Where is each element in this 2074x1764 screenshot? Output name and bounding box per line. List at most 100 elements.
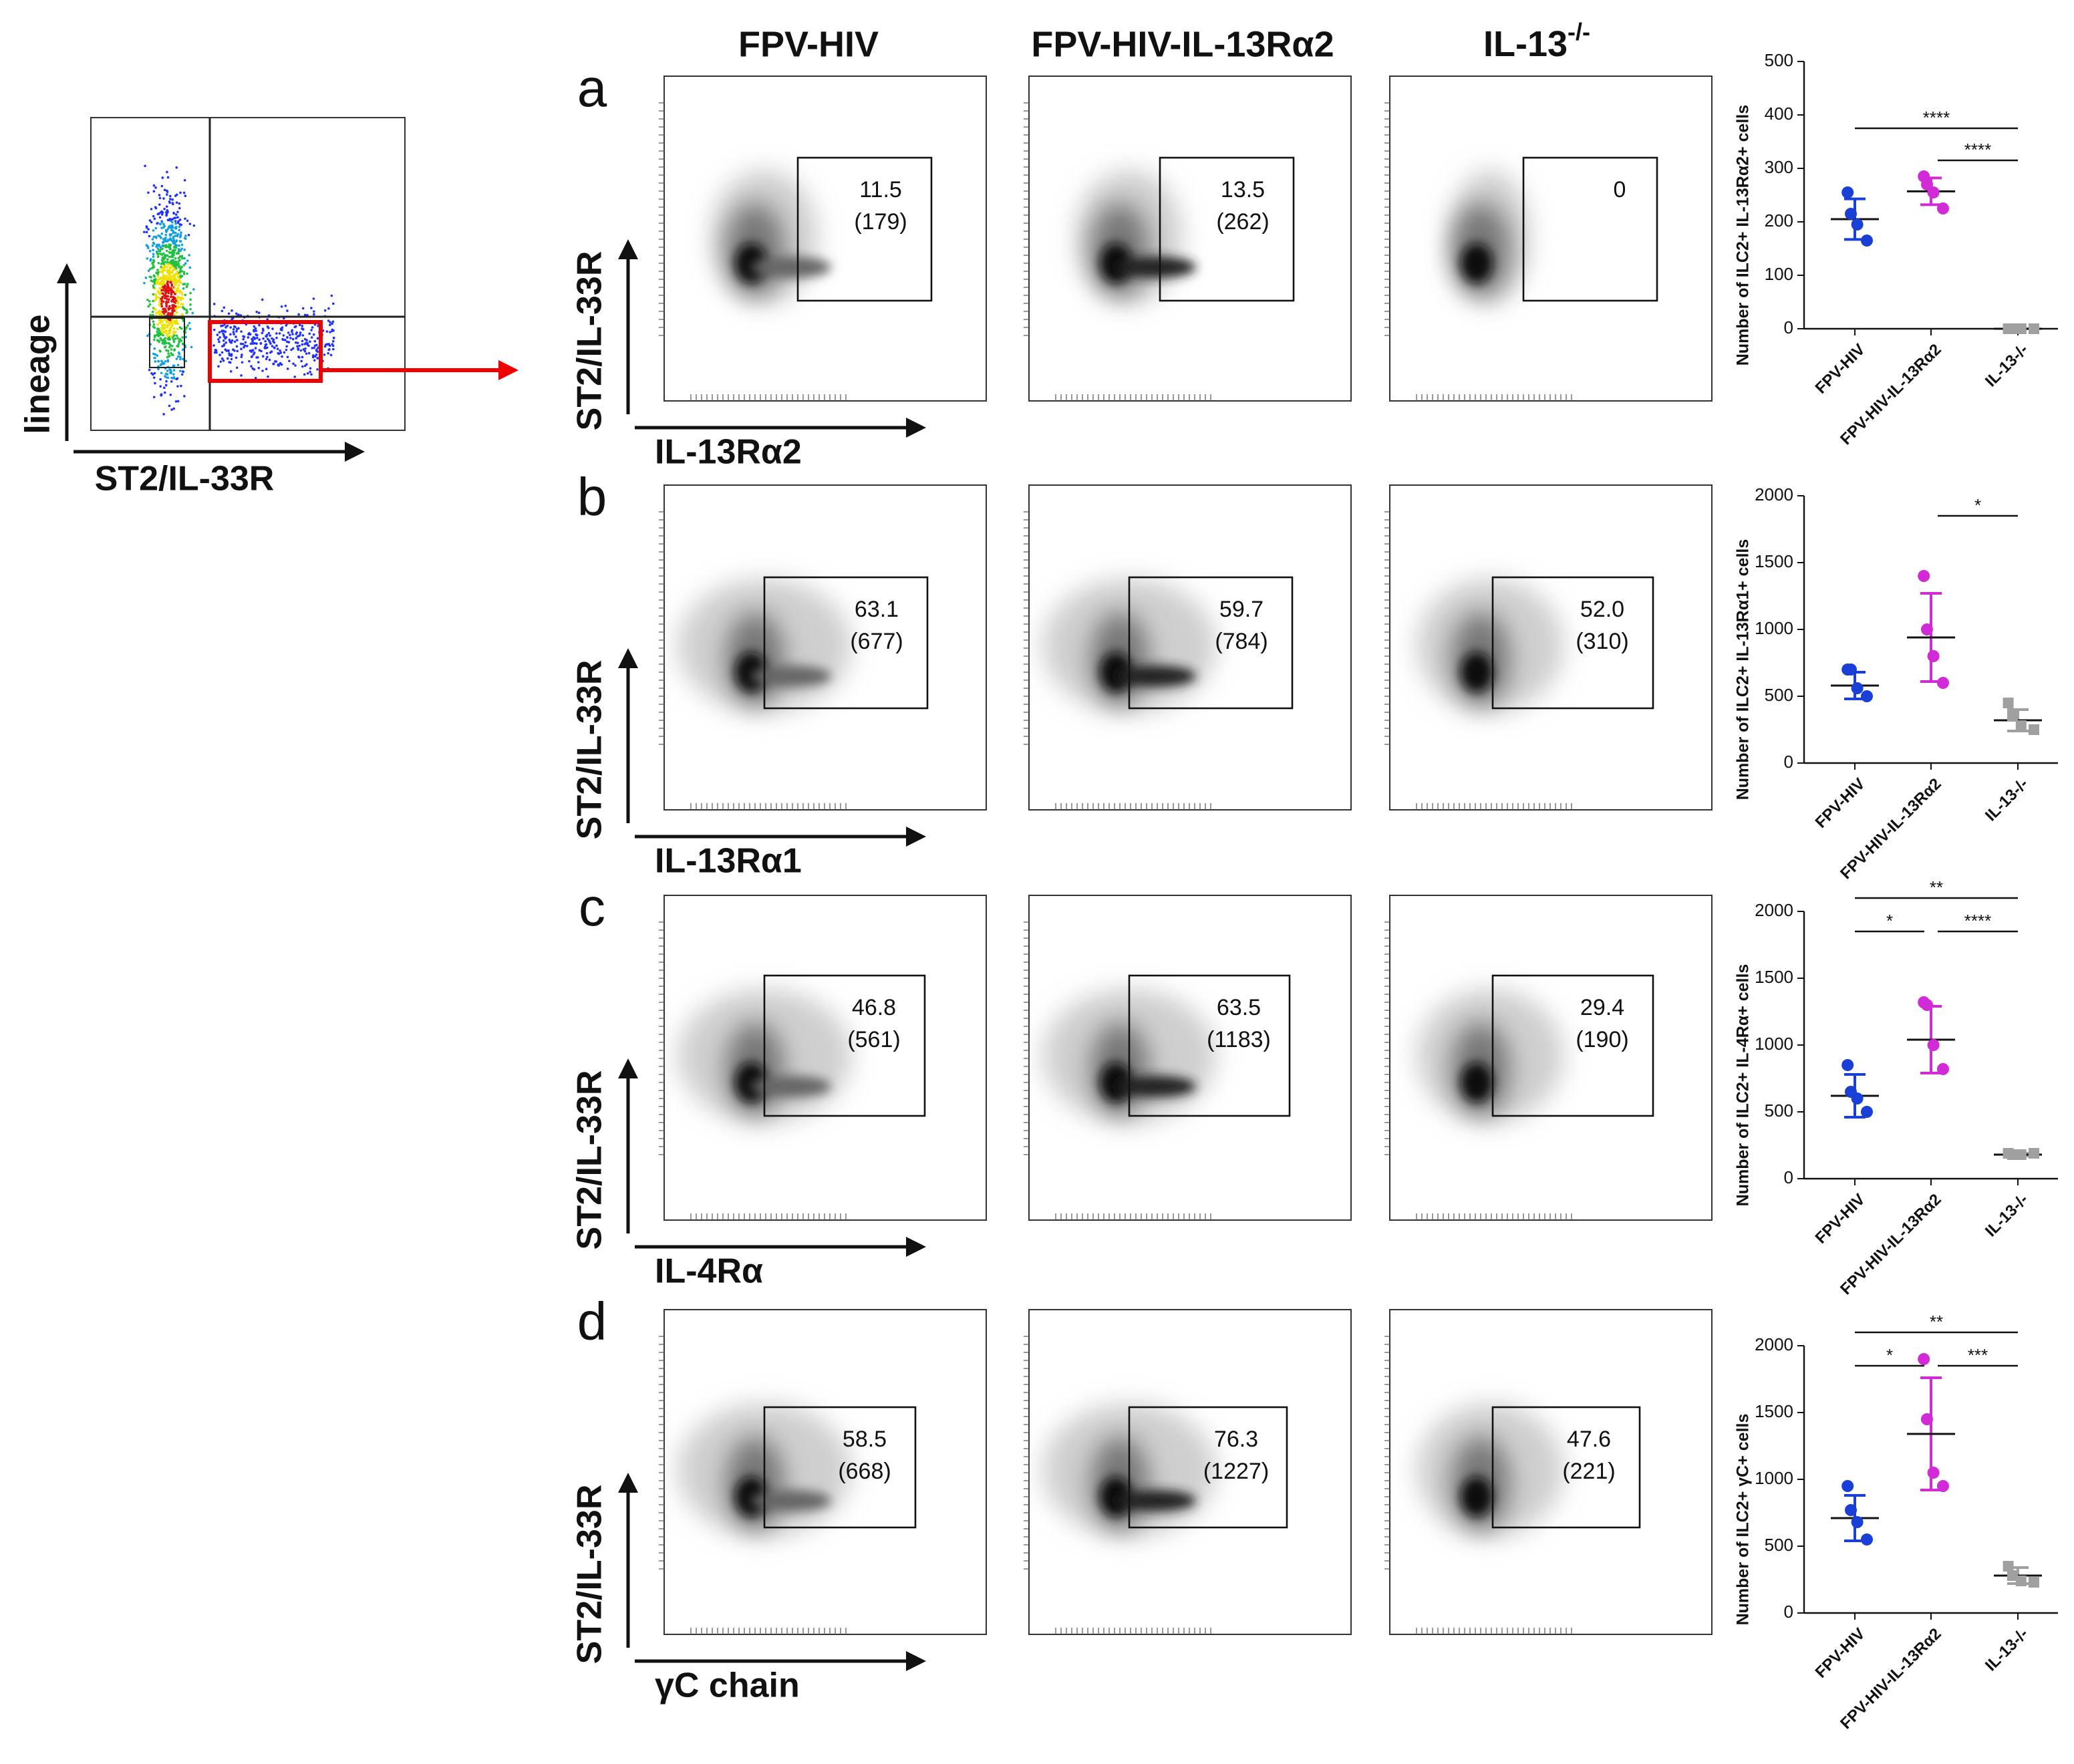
plot-frame: [1389, 1309, 1713, 1635]
data-point: [1918, 570, 1930, 582]
event-dot: [163, 391, 166, 394]
event-dot: [305, 352, 308, 355]
event-dot: [179, 297, 182, 301]
event-dot: [171, 252, 174, 255]
event-dot: [181, 293, 184, 296]
event-dot: [240, 330, 243, 333]
y-tick-label: 500: [1765, 1535, 1793, 1555]
event-dot: [173, 319, 176, 323]
event-dot: [183, 257, 186, 260]
event-dot: [155, 281, 158, 285]
y-tick-label: 1000: [1755, 1034, 1793, 1054]
event-dot: [224, 337, 227, 340]
event-dot: [168, 404, 171, 408]
event-dot: [160, 263, 163, 265]
event-dot: [164, 290, 166, 293]
gate-label: (262): [1216, 209, 1269, 235]
event-dot: [178, 225, 181, 229]
event-dot: [169, 198, 172, 200]
event-dot: [170, 380, 173, 383]
event-dot: [148, 249, 152, 253]
event-dot: [176, 305, 179, 308]
event-dot: [250, 355, 253, 358]
event-dot: [174, 194, 177, 197]
data-point: [2029, 1577, 2039, 1588]
event-dot: [298, 323, 301, 327]
event-dot: [170, 289, 173, 291]
event-dot: [164, 341, 166, 345]
event-dot: [151, 373, 154, 376]
event-dot: [311, 347, 313, 349]
event-dot: [280, 305, 283, 308]
plot-frame: [1028, 1309, 1352, 1635]
data-point: [1845, 208, 1857, 220]
event-dot: [180, 339, 183, 342]
event-dot: [158, 223, 162, 225]
event-dot: [178, 289, 181, 292]
event-dot: [160, 289, 163, 292]
gate-label: (677): [850, 629, 903, 654]
event-dot: [254, 376, 257, 380]
event-dot: [167, 289, 170, 293]
event-dot: [153, 279, 156, 283]
x-tick-label: FPV-HIV: [1812, 341, 1869, 398]
event-dot: [172, 212, 176, 215]
event-dot: [165, 244, 168, 247]
event-dot: [176, 275, 180, 279]
event-dot: [163, 188, 166, 192]
event-dot: [164, 311, 167, 313]
event-dot: [171, 309, 174, 313]
y-tick-label: 200: [1765, 210, 1793, 231]
event-dot: [192, 288, 195, 291]
event-dot: [182, 287, 185, 290]
event-dot: [178, 305, 182, 309]
event-dot: [176, 289, 180, 293]
event-dot: [155, 271, 158, 274]
event-dot: [168, 319, 172, 321]
data-point: [1927, 186, 1940, 198]
event-dot: [301, 325, 304, 327]
event-dot: [177, 220, 180, 223]
event-dot: [154, 298, 158, 301]
event-dot: [152, 274, 156, 277]
event-dot: [180, 275, 184, 278]
event-dot: [158, 282, 160, 285]
event-dot: [222, 329, 225, 333]
data-point: [1921, 623, 1933, 635]
event-dot: [164, 339, 167, 343]
event-dot: [229, 333, 232, 336]
event-dot: [276, 347, 279, 350]
gate: [1491, 1406, 1641, 1529]
event-dot: [181, 342, 184, 345]
event-dot: [172, 261, 175, 265]
event-dot: [230, 357, 233, 361]
event-dot: [156, 255, 160, 258]
event-dot: [156, 222, 159, 225]
y-axis-label: Number of ILC2+ IL-4Rα+ cells: [1734, 964, 1753, 1207]
event-dot: [172, 373, 175, 376]
event-dot: [295, 337, 298, 340]
event-dot: [173, 349, 176, 351]
event-dot: [303, 373, 306, 376]
event-dot: [149, 267, 152, 271]
gate: [1128, 1406, 1288, 1529]
y-tick-label: 1000: [1755, 618, 1793, 638]
event-dot: [183, 283, 186, 285]
y-tick-label: 400: [1765, 104, 1793, 124]
event-dot: [301, 339, 304, 343]
y-axis-label: Number of ILC2+ γC+ cells: [1734, 1414, 1753, 1626]
event-dot: [162, 223, 165, 226]
event-dot: [166, 297, 168, 301]
event-dot: [246, 345, 249, 347]
event-dot: [184, 235, 187, 237]
y-tick-label: 300: [1765, 157, 1793, 177]
event-dot: [168, 267, 172, 269]
event-dot: [162, 240, 166, 243]
event-dot: [287, 331, 290, 334]
event-dot: [310, 373, 313, 376]
event-dot: [174, 231, 177, 235]
event-dot: [166, 189, 168, 192]
event-dot: [258, 349, 261, 351]
event-dot: [177, 248, 180, 251]
event-dot: [149, 259, 152, 262]
